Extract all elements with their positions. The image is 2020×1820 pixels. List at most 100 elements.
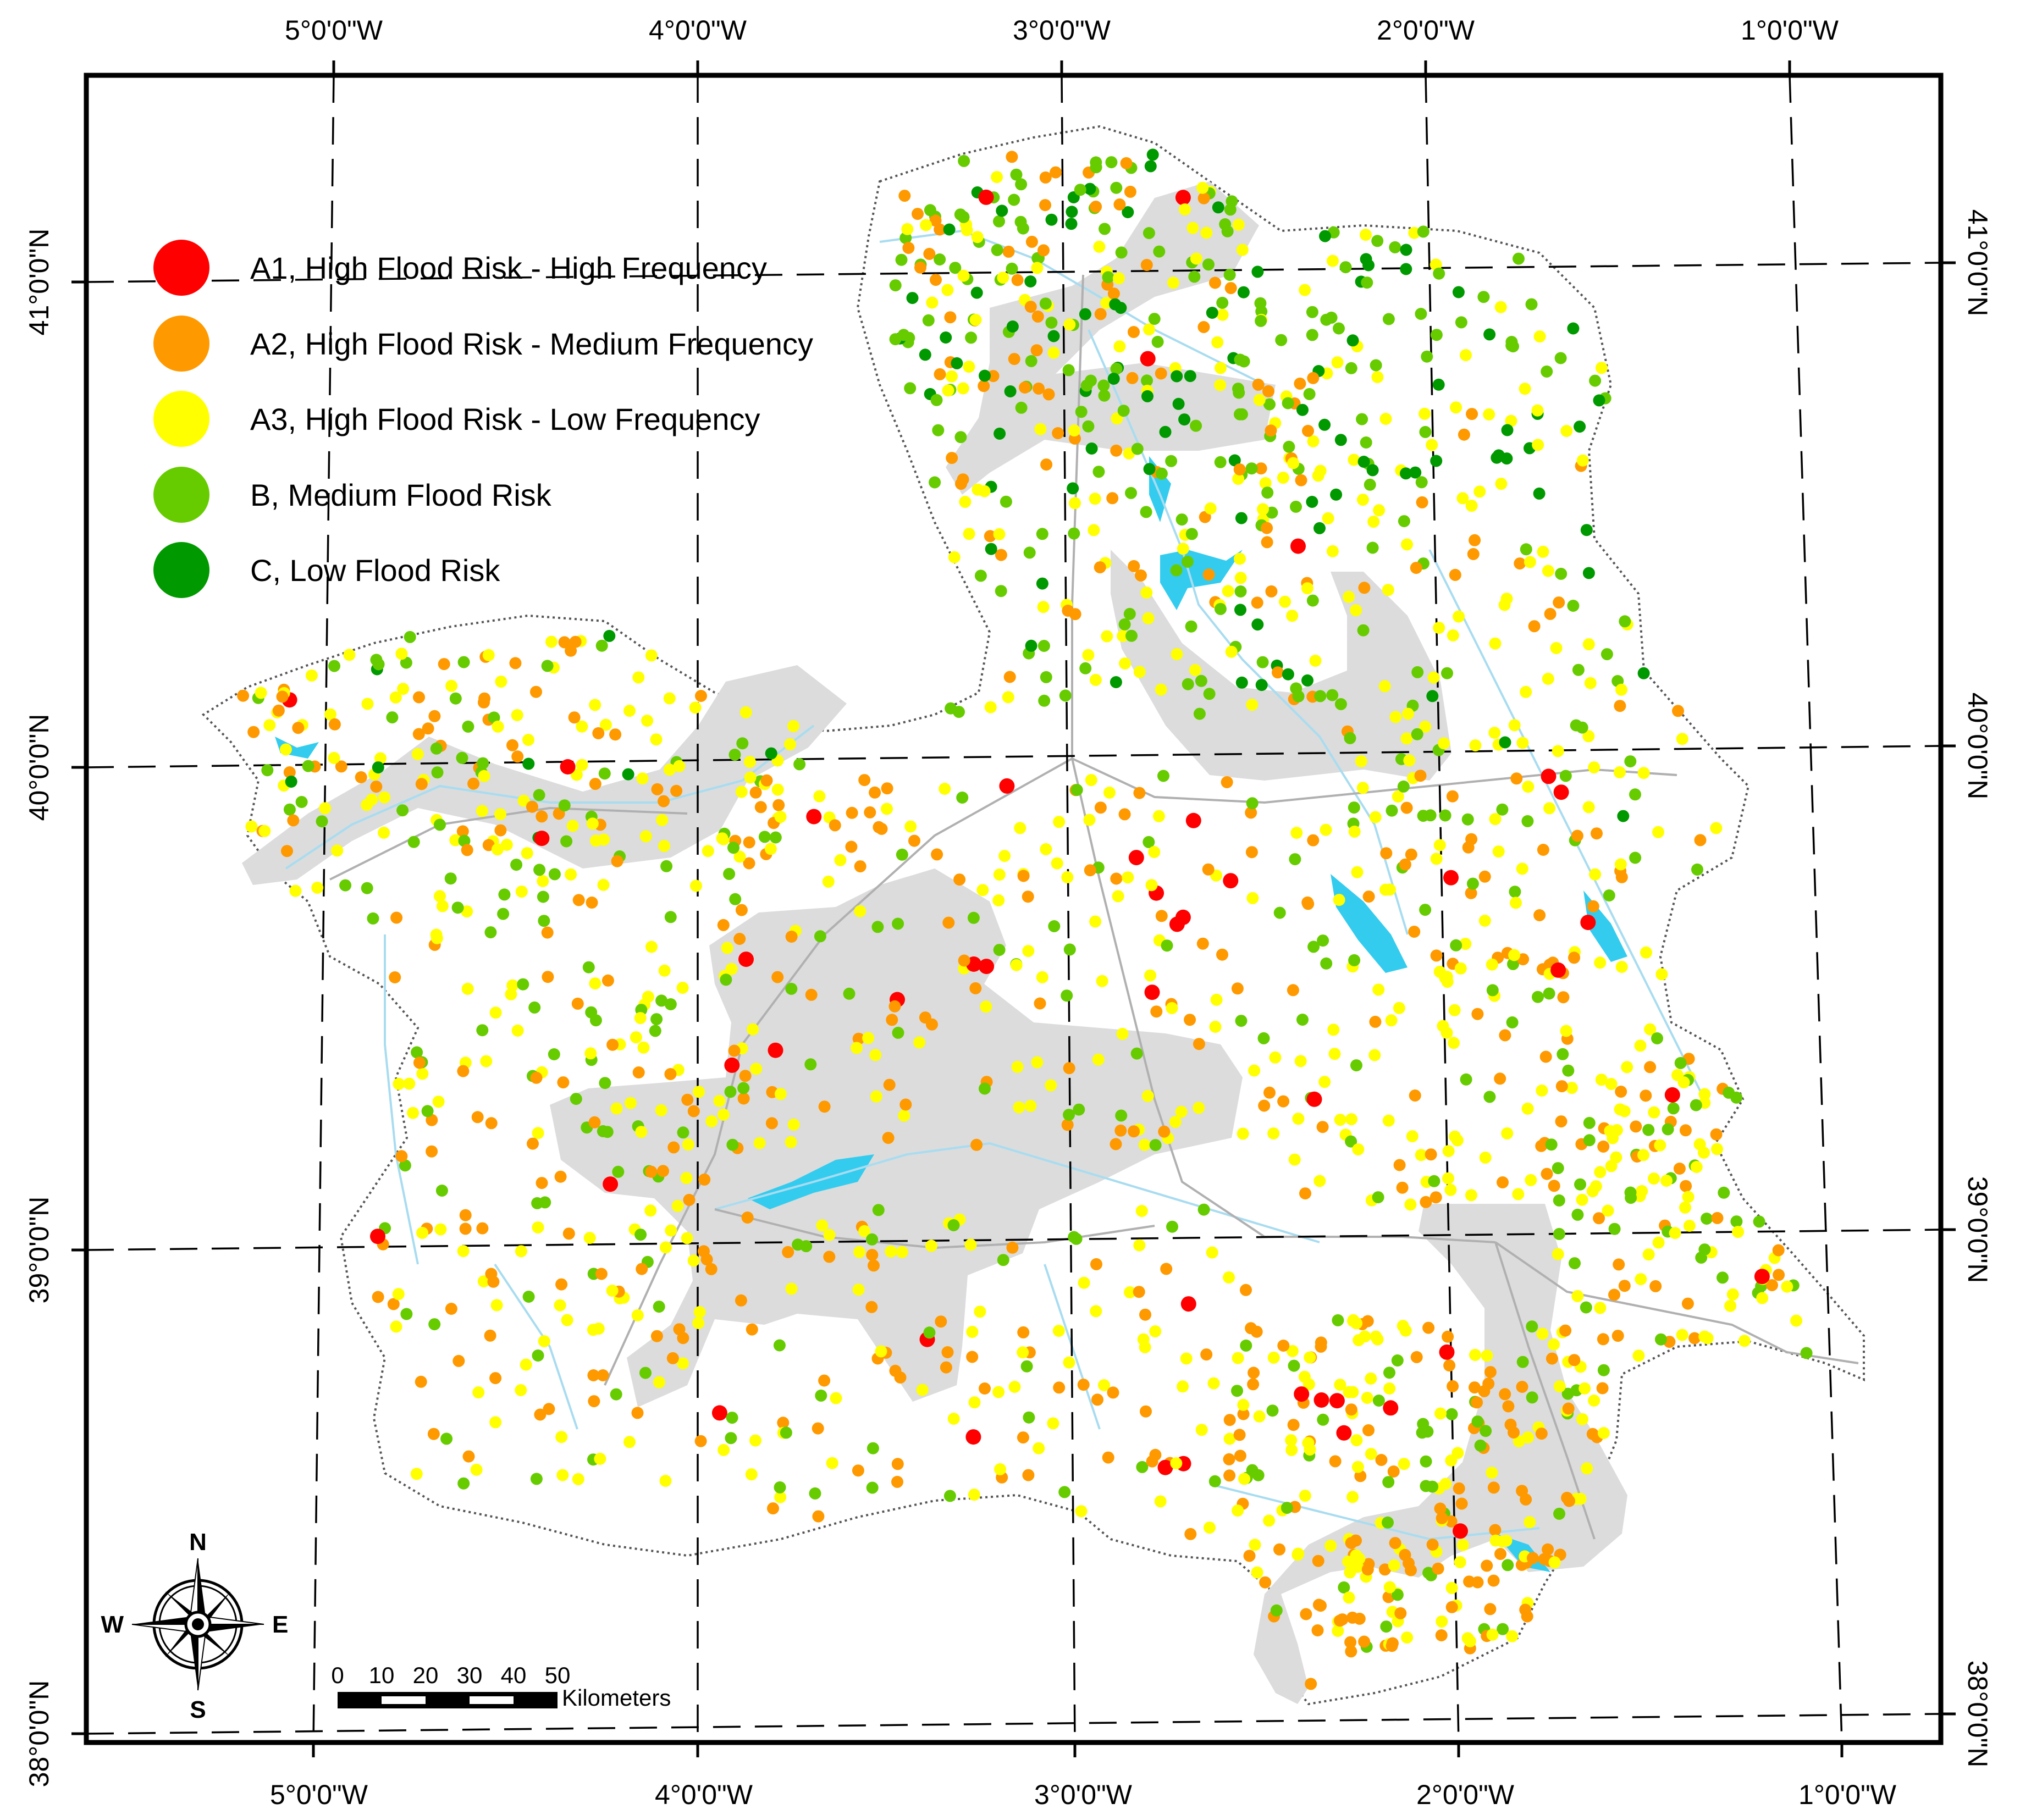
flood-point-a3: [1135, 1205, 1148, 1217]
flood-point-a3: [1495, 478, 1508, 490]
flood-point-a3: [495, 676, 507, 688]
flood-point-a3: [1594, 956, 1607, 969]
flood-point-a2: [1535, 1428, 1548, 1440]
flood-point-a3: [1040, 843, 1052, 855]
flood-point-a2: [1199, 511, 1211, 523]
flood-point-a3: [515, 1384, 527, 1396]
flood-point-a3: [1045, 1079, 1057, 1092]
flood-point-a2: [805, 988, 818, 1001]
flood-point-b: [997, 1254, 1009, 1266]
flood-point-b: [1282, 397, 1294, 410]
flood-point-a2: [1519, 1603, 1532, 1616]
flood-point-c: [1400, 263, 1412, 275]
flood-point-b: [1553, 1194, 1565, 1207]
flood-point-a3: [1698, 1088, 1711, 1100]
flood-point-a2: [1250, 1325, 1263, 1338]
flood-point-b: [1303, 388, 1316, 400]
flood-point-b: [945, 702, 957, 715]
flood-point-c: [1141, 390, 1154, 402]
flood-point-a3: [511, 1024, 524, 1037]
flood-point-b: [1275, 334, 1288, 346]
flood-point-a3: [1090, 1305, 1102, 1318]
flood-point-a2: [609, 728, 622, 741]
flood-point-a3: [771, 783, 784, 796]
flood-point-a2: [741, 1212, 754, 1224]
flood-point-a3: [1333, 894, 1345, 906]
flood-point-a2: [1094, 308, 1107, 320]
flood-point-a3: [1096, 975, 1108, 987]
flood-point-b: [1629, 851, 1642, 864]
flood-point-a2: [1396, 1181, 1409, 1194]
flood-point-a2: [1277, 1095, 1290, 1108]
flood-point-a1: [724, 1057, 740, 1073]
flood-point-c: [1085, 442, 1098, 455]
flood-point-a1: [603, 1176, 619, 1192]
flood-point-a2: [942, 916, 955, 929]
flood-point-b: [892, 1026, 904, 1039]
flood-point-b: [1717, 1271, 1729, 1284]
flood-point-b: [1045, 317, 1058, 329]
flood-point-a2: [568, 711, 581, 724]
flood-point-b: [1690, 1099, 1702, 1111]
flood-point-a3: [690, 879, 702, 892]
flood-point-a3: [963, 528, 975, 540]
flood-point-a1: [1294, 1386, 1310, 1402]
flood-point-a3: [1614, 858, 1627, 871]
flood-point-a2: [912, 208, 924, 220]
flood-point-b: [435, 1185, 448, 1197]
flood-point-a3: [705, 1115, 718, 1127]
flood-point-b: [1674, 1056, 1687, 1069]
flood-point-a3: [957, 382, 969, 395]
flood-point-a2: [1223, 1414, 1236, 1426]
flood-point-b: [1153, 245, 1166, 258]
flood-point-a3: [1393, 1002, 1405, 1014]
flood-point-a2: [1128, 326, 1140, 338]
flood-point-a2: [541, 926, 554, 939]
flood-point-b: [302, 760, 314, 772]
flood-point-a2: [506, 739, 518, 751]
flood-point-a3: [1582, 638, 1595, 651]
legend-item-b: B, Medium Flood Risk: [153, 467, 552, 523]
flood-point-a2: [858, 774, 871, 787]
flood-point-a3: [655, 1104, 667, 1116]
flood-point-b: [1010, 168, 1023, 181]
flood-point-b: [517, 978, 529, 991]
flood-point-a3: [1488, 727, 1501, 739]
flood-point-a3: [1450, 401, 1462, 414]
flood-point-a3: [946, 370, 958, 383]
flood-point-b: [428, 1318, 441, 1331]
flood-point-c: [1107, 373, 1120, 385]
flood-point-a3: [1013, 1101, 1025, 1114]
flood-point-a2: [1237, 1408, 1250, 1420]
flood-point-a3: [1047, 1417, 1059, 1430]
scale-bar-segment: [470, 1696, 514, 1704]
flood-point-a3: [787, 1118, 800, 1131]
flood-point-a2: [1694, 834, 1707, 847]
flood-point-a1: [560, 759, 576, 775]
flood-point-a3: [1426, 439, 1438, 451]
flood-point-b: [727, 842, 739, 854]
flood-point-b: [639, 1367, 652, 1379]
flood-point-a3: [823, 1229, 836, 1241]
flood-point-a3: [713, 1094, 726, 1107]
flood-point-a3: [1093, 240, 1106, 253]
flood-point-b: [1513, 252, 1525, 265]
flood-point-c: [1045, 213, 1058, 226]
flood-point-b: [1317, 934, 1329, 947]
flood-point-b: [1314, 690, 1327, 702]
flood-point-b: [1507, 958, 1519, 970]
flood-point-a2: [818, 1100, 831, 1113]
flood-point-a2: [558, 636, 571, 649]
flood-point-a1: [965, 1429, 981, 1445]
flood-point-a2: [1378, 1563, 1391, 1576]
flood-point-a2: [555, 1278, 568, 1291]
flood-point-a3: [1552, 745, 1564, 757]
flood-point-a2: [1484, 1603, 1497, 1616]
flood-point-a3: [532, 1127, 544, 1139]
flood-point-b: [404, 630, 416, 643]
flood-point-b: [737, 1082, 750, 1094]
flood-point-a3: [324, 708, 336, 721]
flood-point-a3: [1180, 1352, 1193, 1365]
flood-point-b: [1074, 184, 1086, 196]
scale-bar-segment: [382, 1696, 426, 1704]
